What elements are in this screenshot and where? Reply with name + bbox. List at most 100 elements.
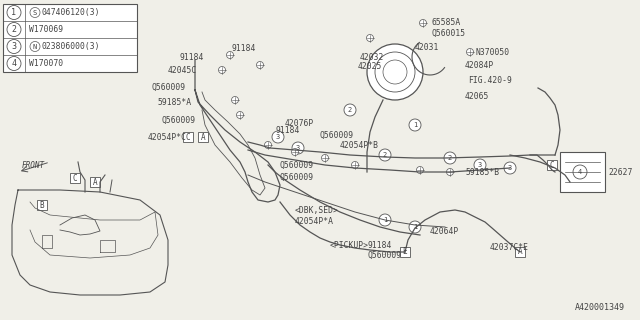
Circle shape xyxy=(291,148,298,156)
Circle shape xyxy=(409,119,421,131)
Text: Q560009: Q560009 xyxy=(320,131,354,140)
Text: C: C xyxy=(186,132,190,141)
Circle shape xyxy=(351,162,358,169)
Text: 2: 2 xyxy=(12,25,17,34)
Text: 65585A: 65585A xyxy=(432,18,461,27)
Circle shape xyxy=(237,111,243,118)
Text: 59185*B: 59185*B xyxy=(465,167,499,177)
Circle shape xyxy=(447,169,454,175)
Text: W170069: W170069 xyxy=(29,25,63,34)
Text: 3: 3 xyxy=(276,134,280,140)
Text: 047406120(3): 047406120(3) xyxy=(42,8,100,17)
Text: Q560015: Q560015 xyxy=(432,28,466,37)
Text: 3: 3 xyxy=(478,162,482,168)
Text: A: A xyxy=(518,247,522,257)
Circle shape xyxy=(409,221,421,233)
Circle shape xyxy=(321,155,328,162)
Text: 42065: 42065 xyxy=(465,92,490,100)
Text: 2: 2 xyxy=(448,155,452,161)
Text: 42076P: 42076P xyxy=(285,118,314,127)
Text: 42031: 42031 xyxy=(415,43,440,52)
Circle shape xyxy=(272,131,284,143)
Circle shape xyxy=(417,166,424,173)
Text: 3: 3 xyxy=(296,145,300,151)
Circle shape xyxy=(419,20,426,27)
Circle shape xyxy=(379,214,391,226)
Text: 3: 3 xyxy=(12,42,17,51)
Circle shape xyxy=(344,104,356,116)
Text: 59185*A: 59185*A xyxy=(158,98,192,107)
Bar xyxy=(515,247,525,257)
Text: A: A xyxy=(201,132,205,141)
Text: C: C xyxy=(550,161,554,170)
Text: A: A xyxy=(93,178,97,187)
Circle shape xyxy=(367,44,423,100)
Text: 4: 4 xyxy=(12,59,17,68)
Text: N370050: N370050 xyxy=(475,47,509,57)
Text: 42054P*A: 42054P*A xyxy=(295,217,334,226)
Text: 1: 1 xyxy=(413,122,417,128)
Bar xyxy=(90,177,100,187)
Circle shape xyxy=(232,97,239,103)
Text: 42037C*E: 42037C*E xyxy=(490,243,529,252)
Text: Q560009: Q560009 xyxy=(280,161,314,170)
Circle shape xyxy=(264,141,271,148)
Text: <PICKUP>: <PICKUP> xyxy=(330,241,369,250)
Text: 2: 2 xyxy=(383,152,387,158)
Text: B: B xyxy=(40,201,44,210)
Text: 023806000(3): 023806000(3) xyxy=(42,42,100,51)
Text: 91184: 91184 xyxy=(275,125,300,134)
Text: 91184: 91184 xyxy=(180,52,204,61)
Circle shape xyxy=(30,42,40,52)
Text: <DBK,SED>: <DBK,SED> xyxy=(295,205,339,214)
Circle shape xyxy=(292,142,304,154)
Bar xyxy=(198,132,208,142)
Circle shape xyxy=(7,5,21,20)
Circle shape xyxy=(257,61,264,68)
Bar xyxy=(183,132,193,142)
Bar xyxy=(547,160,557,170)
Text: FRONT: FRONT xyxy=(22,161,45,170)
Text: 4: 4 xyxy=(578,169,582,175)
Text: Q560009: Q560009 xyxy=(162,116,196,124)
Circle shape xyxy=(30,7,40,18)
Text: Q560009: Q560009 xyxy=(368,251,402,260)
Circle shape xyxy=(504,162,516,174)
Text: 91184: 91184 xyxy=(232,44,257,52)
Text: 22627: 22627 xyxy=(608,167,632,177)
Text: 42045C: 42045C xyxy=(168,66,197,75)
Bar xyxy=(560,152,605,192)
Bar xyxy=(400,247,410,257)
Text: 1: 1 xyxy=(413,224,417,230)
Text: 42032: 42032 xyxy=(360,52,385,61)
Bar xyxy=(37,200,47,210)
Circle shape xyxy=(467,49,474,55)
Text: N: N xyxy=(33,44,37,50)
Text: 42084P: 42084P xyxy=(465,60,494,69)
Bar xyxy=(70,173,80,183)
Text: 42054P*B: 42054P*B xyxy=(340,140,379,149)
Text: 1: 1 xyxy=(12,8,17,17)
Text: FIG.420-9: FIG.420-9 xyxy=(468,76,512,84)
Text: 42025: 42025 xyxy=(358,61,382,70)
Text: 42064P: 42064P xyxy=(430,228,460,236)
Circle shape xyxy=(227,52,234,59)
Text: 1: 1 xyxy=(383,217,387,223)
Text: S: S xyxy=(33,10,37,15)
Circle shape xyxy=(444,152,456,164)
Text: 91184: 91184 xyxy=(368,241,392,250)
Circle shape xyxy=(218,67,225,74)
Circle shape xyxy=(7,22,21,36)
Circle shape xyxy=(367,35,374,42)
Text: Q560009: Q560009 xyxy=(280,172,314,181)
Text: Q560009: Q560009 xyxy=(152,83,186,92)
Circle shape xyxy=(379,149,391,161)
Text: 42054P*C: 42054P*C xyxy=(148,132,187,141)
Text: 3: 3 xyxy=(508,165,512,171)
Text: W170070: W170070 xyxy=(29,59,63,68)
Circle shape xyxy=(7,39,21,53)
Circle shape xyxy=(7,57,21,70)
Text: A420001349: A420001349 xyxy=(575,303,625,312)
Circle shape xyxy=(474,159,486,171)
Bar xyxy=(3,4,137,72)
